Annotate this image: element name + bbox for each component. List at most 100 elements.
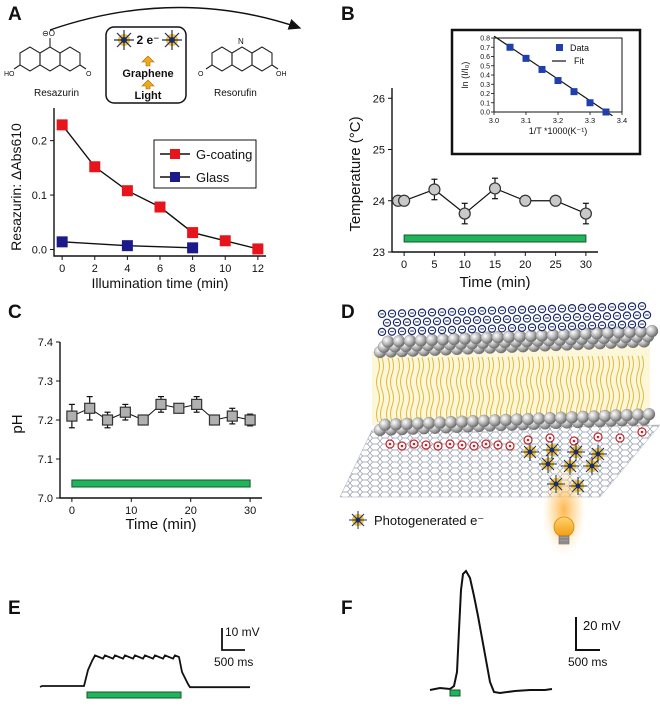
inset-x-tick-label-b: 3.0 [489, 116, 499, 125]
y-tick-label-a: 0.2 [32, 136, 47, 148]
electron-star-right [162, 30, 182, 50]
scale-t-e: 500 ms [214, 655, 253, 669]
lipid-tail [626, 355, 630, 420]
inset-x-tick-label-b: 3.4 [617, 116, 627, 125]
data-point-c [66, 410, 78, 422]
lipid-tail [506, 356, 510, 422]
x-tick-label-c: 20 [185, 505, 197, 517]
lipid-head [411, 417, 425, 430]
lipid-head [392, 335, 406, 348]
positive-ion-core [508, 444, 512, 448]
lipid-head [502, 330, 516, 343]
lipid-tail [600, 355, 604, 421]
positive-ion-core [526, 438, 530, 442]
electron-legend-icon [349, 511, 367, 529]
y-axis-label-a: Resazurin: ΔAbs610 [8, 123, 24, 251]
lipid-head [400, 417, 414, 431]
reaction-arrow [49, 6, 302, 31]
lipid-head [444, 416, 458, 429]
lipid-tail [540, 356, 544, 421]
resazurin-n-oxide: ⊖O [42, 29, 55, 38]
lipid-tail [460, 357, 464, 422]
positive-ion-core [640, 430, 644, 434]
x-tick-label-a: 8 [190, 263, 196, 275]
data-point-a [187, 242, 199, 254]
inset-legend-fit-b: Fit [574, 56, 584, 66]
panel-label-e: E [8, 598, 21, 619]
lipid-tail [496, 356, 500, 422]
lipid-head [532, 412, 546, 425]
lipid-tail [596, 355, 600, 421]
inset-y-tick-label-b: 0.1 [480, 100, 490, 107]
membrane-illustration: Photogenerated e⁻ [339, 301, 660, 556]
inset-frame-b [450, 28, 642, 156]
panel-label-c: C [8, 302, 22, 323]
y-tick-label-b: 24 [373, 196, 385, 208]
lipid-tail [530, 356, 534, 421]
y-tick-label-b: 23 [373, 247, 385, 259]
up-arrow-icon [141, 79, 155, 90]
inset-data-point-b [538, 65, 546, 73]
x-tick-label-c: 0 [69, 505, 75, 517]
lipid-head [576, 410, 590, 424]
positive-ion-core [448, 442, 452, 446]
data-point-b [428, 183, 441, 196]
illumination-bar-b [403, 234, 587, 243]
resorufin-label: Resorufin [214, 88, 257, 99]
lipid-head [425, 333, 439, 347]
panel-label-d: D [341, 302, 355, 323]
lipid-head [480, 331, 494, 344]
y-tick-label-c: 7.3 [38, 376, 53, 388]
voltage-trace-e: 10 mV 500 ms [39, 625, 260, 699]
x-tick-label-b: 30 [580, 259, 592, 271]
lipid-head [565, 411, 579, 424]
inset-data-point-b [506, 43, 514, 51]
data-point-b [549, 194, 562, 207]
lipid-tail [476, 356, 480, 422]
positive-ion-core [618, 436, 622, 440]
x-tick-label-c: 10 [125, 505, 137, 517]
legend-box-a [153, 139, 257, 189]
chart-c: 0 10 20 30 7.0 7.1 7.2 7.3 7.4 Time (min) pH [9, 337, 262, 533]
illumination-bar-c [71, 479, 251, 488]
legend-marker-a [170, 172, 180, 182]
reaction-scheme: ⊖O HO O Resazurin 2 e⁻ Graphene Light [4, 6, 302, 104]
lipid-head [524, 329, 538, 343]
y-tick-label-c: 7.1 [38, 454, 53, 466]
resorufin-oh: OH [276, 71, 287, 78]
photogenerated-label: Photogenerated e⁻ [374, 513, 484, 528]
inset-data-point-b [586, 99, 594, 107]
electrons-label: 2 e⁻ [136, 33, 159, 47]
data-point-c [226, 410, 238, 422]
resazurin-structure [13, 38, 87, 72]
lipid-tail [396, 357, 400, 422]
inset-data-point-b [554, 77, 562, 85]
light-label: Light [135, 90, 162, 102]
x-tick-label-b: 25 [549, 259, 561, 271]
positive-ion-core [424, 443, 428, 447]
lipid-tail [406, 357, 410, 422]
lipid-head [510, 413, 524, 426]
lipid-head [587, 410, 601, 423]
y-axis-label-c: pH [9, 414, 26, 433]
lipid-head [488, 414, 502, 427]
inset-x-label-b: 1/T *1000(K⁻¹) [529, 126, 588, 136]
lipid-head [620, 408, 634, 422]
x-tick-label-b: 5 [431, 259, 437, 271]
electron-star-left [114, 30, 134, 50]
lipid-tail [400, 357, 404, 422]
lipid-head [466, 415, 480, 428]
inset-data-point-b [570, 88, 578, 96]
lipid-tail [480, 356, 484, 422]
lipid-tail [440, 357, 444, 422]
lipid-tail [426, 357, 430, 422]
lipid-tail [500, 356, 504, 422]
electron-star-center [549, 447, 555, 453]
x-tick-label-a: 12 [252, 263, 264, 275]
lipid-tail [416, 357, 420, 422]
lipid-tail [470, 357, 474, 422]
lipid-head [414, 334, 428, 347]
x-axis-label-a: Illumination time (min) [92, 275, 229, 291]
lipid-head [458, 332, 472, 345]
series-line-a [61, 124, 259, 250]
